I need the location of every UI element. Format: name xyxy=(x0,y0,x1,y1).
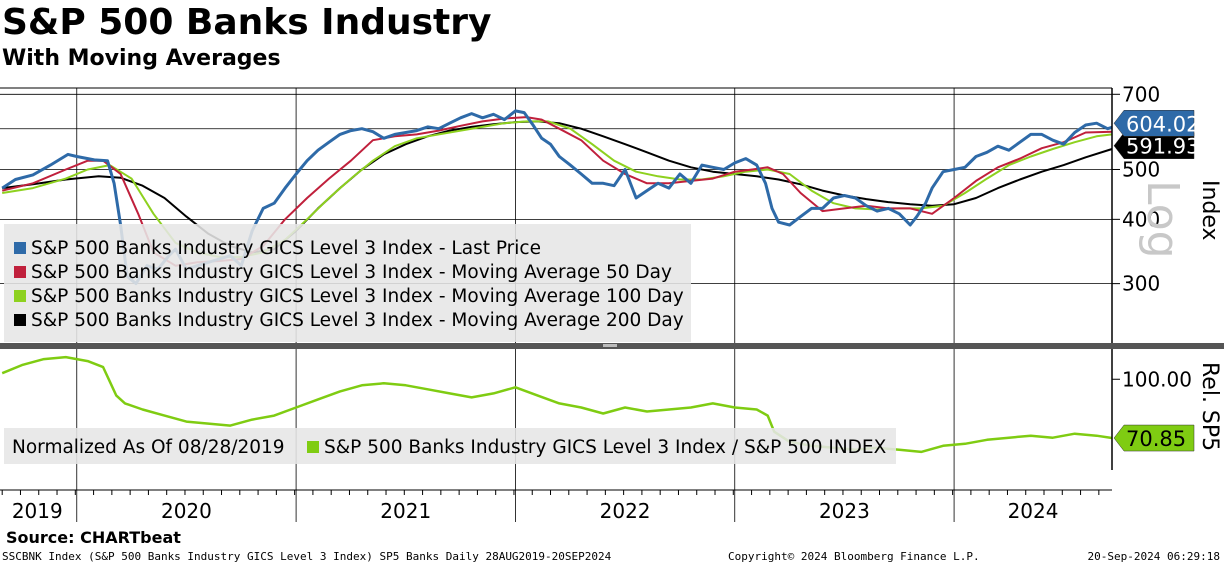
ma-value-tag-bg xyxy=(1113,132,1195,159)
footer-timestamp: 20-Sep-2024 06:29:18 xyxy=(1087,550,1220,563)
relative-value-tag: 70.85 xyxy=(1113,424,1195,452)
legend-label: S&P 500 Banks Industry GICS Level 3 Inde… xyxy=(31,262,672,283)
chart-subtitle: With Moving Averages xyxy=(2,46,281,71)
y-tick-label: 500 xyxy=(1122,157,1160,181)
legend-swatch-ma100 xyxy=(14,290,26,302)
lower-y-axis-label: Rel. SP5 xyxy=(1197,362,1222,452)
legend-label: S&P 500 Banks Industry GICS Level 3 Inde… xyxy=(324,437,887,458)
y-tick-label: 300 xyxy=(1122,272,1160,296)
log-scale-label: Log xyxy=(1137,180,1188,259)
lower-series-group xyxy=(1,355,1113,454)
legend-label: S&P 500 Banks Industry GICS Level 3 Inde… xyxy=(31,238,541,259)
ma-value-tag: 591.93 xyxy=(1113,132,1199,159)
legend-label: S&P 500 Banks Industry GICS Level 3 Inde… xyxy=(31,310,684,331)
y-tick-label: 400 xyxy=(1122,207,1160,231)
y-tick-label: 100.00 xyxy=(1122,367,1192,391)
upper-y-axis-label: Index xyxy=(1197,180,1222,241)
lower-legend: Normalized As Of 08/28/2019 S&P 500 Bank… xyxy=(4,428,896,464)
x-tick-label: 2023 xyxy=(819,499,870,523)
x-tick-label: 2020 xyxy=(161,499,212,523)
legend-item-ma100: S&P 500 Banks Industry GICS Level 3 Inde… xyxy=(14,286,684,307)
normalized-note: Normalized As Of 08/28/2019 xyxy=(12,437,285,458)
footer-ticker-description: SSCBNK Index (S&P 500 Banks Industry GIC… xyxy=(2,550,612,563)
panel-separator-grip[interactable] xyxy=(603,344,617,347)
chart-title: S&P 500 Banks Industry xyxy=(2,2,492,43)
x-tick-label: 2022 xyxy=(600,499,651,523)
legend-item-relative: S&P 500 Banks Industry GICS Level 3 Inde… xyxy=(307,437,886,458)
y-tick-label: 700 xyxy=(1122,82,1160,106)
relative-value-tag-bg xyxy=(1113,424,1195,452)
upper-legend: S&P 500 Banks Industry GICS Level 3 Inde… xyxy=(4,224,691,342)
upper-y-ticks: 300 400 500 700 xyxy=(1112,82,1160,296)
price-value-tag-text: 604.02 xyxy=(1126,112,1199,136)
legend-swatch-relative xyxy=(307,441,319,453)
relative-value-tag-text: 70.85 xyxy=(1126,427,1186,451)
price-value-tag-bg xyxy=(1113,110,1195,137)
ma-value-tag-text: 591.93 xyxy=(1126,135,1199,159)
legend-label: S&P 500 Banks Industry GICS Level 3 Inde… xyxy=(31,286,684,307)
price-value-tag: 604.02 xyxy=(1113,110,1199,137)
x-tick-label: 2021 xyxy=(380,499,431,523)
legend-item-last-price: S&P 500 Banks Industry GICS Level 3 Inde… xyxy=(14,238,541,259)
legend-swatch-price xyxy=(14,242,26,254)
legend-swatch-ma50 xyxy=(14,266,26,278)
legend-item-ma50: S&P 500 Banks Industry GICS Level 3 Inde… xyxy=(14,262,672,283)
footer-copyright: Copyright© 2024 Bloomberg Finance L.P. xyxy=(728,550,980,563)
x-tick-label: 2019 xyxy=(12,499,63,523)
x-tick-label: 2024 xyxy=(1008,499,1059,523)
source-note: Source: CHARTbeat xyxy=(6,528,181,547)
series-line-relative xyxy=(1,355,1113,454)
x-axis: 2019 2020 2021 2022 2023 2024 xyxy=(1,490,1100,523)
lower-y-ticks: 100.00 xyxy=(1112,367,1192,391)
legend-swatch-ma200 xyxy=(14,314,26,326)
legend-item-ma200: S&P 500 Banks Industry GICS Level 3 Inde… xyxy=(14,310,684,331)
